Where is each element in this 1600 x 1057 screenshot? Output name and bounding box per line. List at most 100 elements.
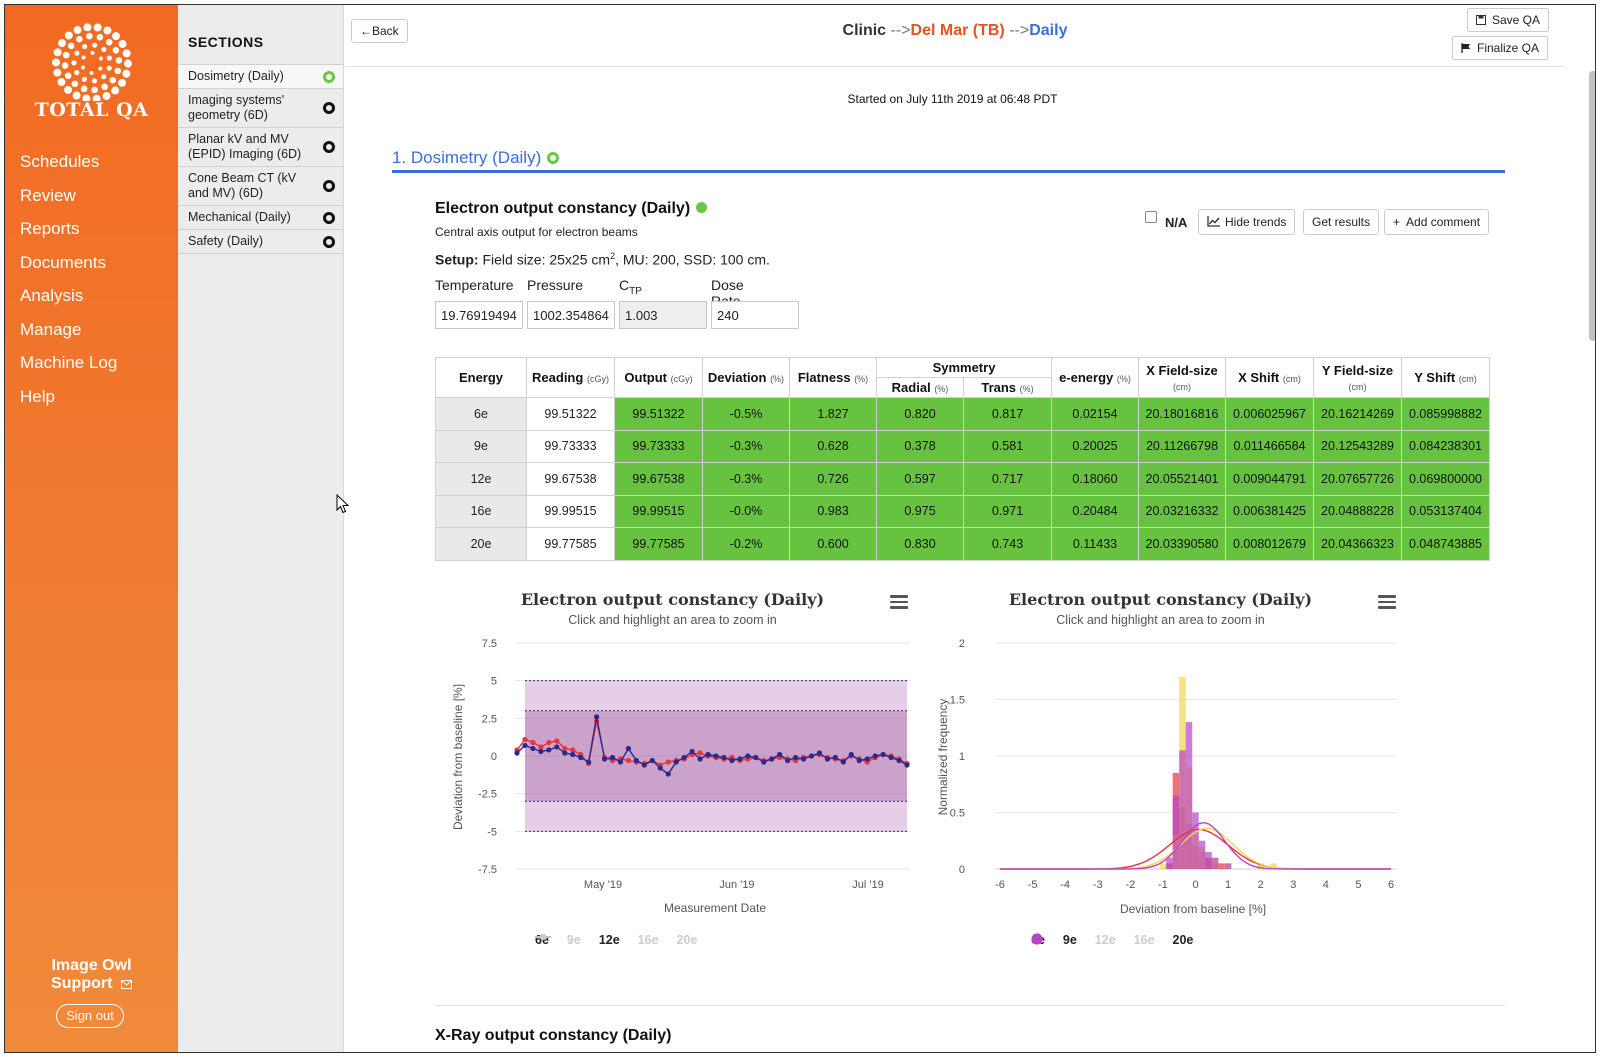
nav-documents[interactable]: Documents bbox=[20, 252, 106, 272]
result-cell: -0.5% bbox=[702, 397, 790, 431]
total-qa-logo[interactable]: TOTAL QA bbox=[5, 23, 178, 121]
section-item-safety[interactable]: Safety (Daily) bbox=[178, 229, 343, 254]
test-divider bbox=[435, 1005, 1505, 1006]
reading-cell[interactable]: 99.73333 bbox=[526, 429, 615, 463]
result-cell: 20.12543289 bbox=[1313, 429, 1402, 463]
energy-cell: 16e bbox=[435, 494, 527, 528]
data-point-12e bbox=[880, 751, 886, 758]
result-cell: -0.3% bbox=[702, 462, 790, 496]
image-owl-support-link[interactable]: Image Owl Support bbox=[5, 957, 178, 993]
histogram-bar-20e bbox=[1192, 812, 1199, 869]
legend-item-16e[interactable]: 16e bbox=[1031, 933, 1155, 947]
y-tick-label: 1 bbox=[959, 751, 965, 763]
section-item-dosimetry[interactable]: Dosimetry (Daily) bbox=[178, 64, 343, 88]
hide-trends-button[interactable]: Hide trends bbox=[1198, 209, 1296, 235]
breadcrumb-daily[interactable]: Daily bbox=[1029, 22, 1068, 39]
section-item-cone-beam-ct[interactable]: Cone Beam CT (kV and MV) (6D) bbox=[178, 166, 343, 205]
section-item-label: Planar kV and MV (EPID) Imaging (6D) bbox=[188, 132, 302, 161]
col-y-shift-text: Y Shift bbox=[1414, 370, 1456, 385]
result-cell: 0.600 bbox=[789, 527, 877, 561]
na-checkbox[interactable] bbox=[1145, 211, 1157, 223]
dose-rate-input[interactable] bbox=[711, 301, 799, 329]
section-item-label: Cone Beam CT (kV and MV) (6D) bbox=[188, 171, 297, 200]
y-tick-label: 1.5 bbox=[950, 695, 965, 707]
pressure-input[interactable] bbox=[527, 301, 615, 329]
reading-cell[interactable]: 99.77585 bbox=[526, 527, 615, 561]
data-point-12e bbox=[800, 756, 807, 762]
data-point-12e bbox=[816, 750, 823, 756]
setup-text: Field size: 25x25 cm bbox=[482, 251, 611, 268]
logo-dot bbox=[97, 66, 102, 71]
section-item-mechanical[interactable]: Mechanical (Daily) bbox=[178, 205, 343, 229]
nav-help[interactable]: Help bbox=[20, 386, 55, 406]
col-symmetry: Symmetry bbox=[876, 357, 1052, 378]
chart-menu-icon[interactable] bbox=[890, 595, 908, 609]
histogram-bar-20e bbox=[1224, 863, 1232, 869]
sign-out-button[interactable]: Sign out bbox=[56, 1004, 124, 1028]
histogram-chart-svg[interactable]: 0 0.5 1 1.5 2 -6 -5 -4 -3 -2 -1 0 1 2 3 4 5 6 Deviation fr… bbox=[923, 575, 1398, 965]
col-output-unit: (cGy) bbox=[670, 374, 693, 384]
breadcrumb-site[interactable]: Del Mar (TB) bbox=[910, 22, 1005, 39]
nav-analysis[interactable]: Analysis bbox=[20, 286, 84, 305]
legend-item-16e[interactable]: 16e bbox=[535, 933, 659, 947]
legend-item-20e[interactable]: 20e bbox=[535, 933, 697, 947]
section-item-imaging-geometry[interactable]: Imaging systems' geometry (6D) bbox=[178, 88, 343, 127]
result-cell: 0.006025967 bbox=[1225, 397, 1314, 431]
data-point-6e bbox=[562, 745, 568, 752]
legend-item-20e[interactable]: 20e bbox=[1031, 933, 1193, 947]
nav-machine-log[interactable]: Machine Log bbox=[20, 353, 118, 372]
legend-marker-icon bbox=[1031, 933, 1043, 945]
x-tick-label: Jun '19 bbox=[719, 879, 754, 891]
status-ring-icon bbox=[323, 235, 335, 248]
result-cell: 20.03390580 bbox=[1138, 527, 1226, 561]
setup-line: Setup: Field size: 25x25 cm2, MU: 200, S… bbox=[435, 251, 770, 268]
x-tick-label: 6 bbox=[1388, 879, 1394, 891]
reading-cell[interactable]: 99.67538 bbox=[526, 462, 615, 496]
data-point-6e bbox=[554, 738, 560, 744]
data-point-12e bbox=[785, 757, 791, 764]
col-x-shift: X Shift (cm) bbox=[1225, 357, 1314, 398]
back-label: Back bbox=[372, 24, 399, 38]
col-deviation-text: Deviation bbox=[707, 370, 767, 385]
data-point-12e bbox=[609, 754, 616, 761]
legend-item-12e[interactable]: 12e bbox=[535, 933, 620, 947]
get-results-button[interactable]: Get results bbox=[1303, 209, 1380, 235]
save-qa-button[interactable]: Save QA bbox=[1467, 8, 1550, 32]
back-button[interactable]: ←Back bbox=[351, 19, 408, 43]
energy-cell: 9e bbox=[435, 429, 527, 463]
nav-review[interactable]: Review bbox=[20, 185, 76, 205]
breadcrumb-clinic[interactable]: Clinic bbox=[842, 22, 887, 39]
scrollbar-thumb[interactable] bbox=[1589, 71, 1595, 341]
x-tick-label: -3 bbox=[1093, 879, 1103, 891]
section-item-label: Dosimetry (Daily) bbox=[188, 69, 284, 83]
envelope-icon bbox=[120, 980, 132, 989]
histogram-chart[interactable]: 0 0.5 1 1.5 2 -6 -5 -4 -3 -2 -1 0 1 2 3 4 5 6 Deviation fr… bbox=[923, 575, 1398, 965]
nav-schedules[interactable]: Schedules bbox=[20, 152, 100, 171]
nav-manage[interactable]: Manage bbox=[20, 319, 82, 339]
setup-sup: 2 bbox=[610, 251, 616, 261]
logo-dot bbox=[105, 38, 112, 46]
y-tick-label: -7.5 bbox=[478, 864, 497, 876]
legend-item-12e[interactable]: 12e bbox=[1031, 933, 1116, 947]
na-toggle[interactable]: N/A bbox=[1145, 211, 1187, 230]
legend-item-9e[interactable]: 9e bbox=[1031, 933, 1077, 947]
temperature-input[interactable] bbox=[435, 301, 523, 329]
table-row: 6e 99.51322 99.51322 -0.5% 1.827 0.820 0.817 0.… bbox=[435, 397, 1490, 431]
legend-item-9e[interactable]: 9e bbox=[535, 933, 581, 947]
trend-chart[interactable]: -7.5 -5 -2.5 0 2.5 5 7.5 May '19 Jun '19 Jul '19 M… bbox=[435, 575, 910, 965]
finalize-qa-button[interactable]: Finalize QA bbox=[1452, 36, 1549, 60]
reading-cell[interactable]: 99.51322 bbox=[526, 397, 615, 431]
legend-label: 16e bbox=[637, 933, 659, 947]
status-ring-icon bbox=[323, 102, 335, 114]
result-cell: 0.975 bbox=[876, 494, 964, 528]
histogram-bar-20e bbox=[1172, 795, 1180, 869]
trend-chart-svg[interactable]: -7.5 -5 -2.5 0 2.5 5 7.5 May '19 Jun '19 Jul '19 M… bbox=[435, 575, 910, 965]
nav-reports[interactable]: Reports bbox=[20, 219, 80, 238]
histogram-bar-20e bbox=[1211, 857, 1219, 869]
reading-cell[interactable]: 99.99515 bbox=[526, 494, 615, 528]
ctp-field-group: CTP bbox=[619, 277, 707, 329]
chart-menu-icon[interactable] bbox=[1378, 595, 1396, 609]
section-item-planar-imaging[interactable]: Planar kV and MV (EPID) Imaging (6D) bbox=[178, 127, 343, 166]
logo-dot bbox=[52, 68, 61, 77]
add-comment-button[interactable]: + Add comment bbox=[1384, 209, 1490, 235]
